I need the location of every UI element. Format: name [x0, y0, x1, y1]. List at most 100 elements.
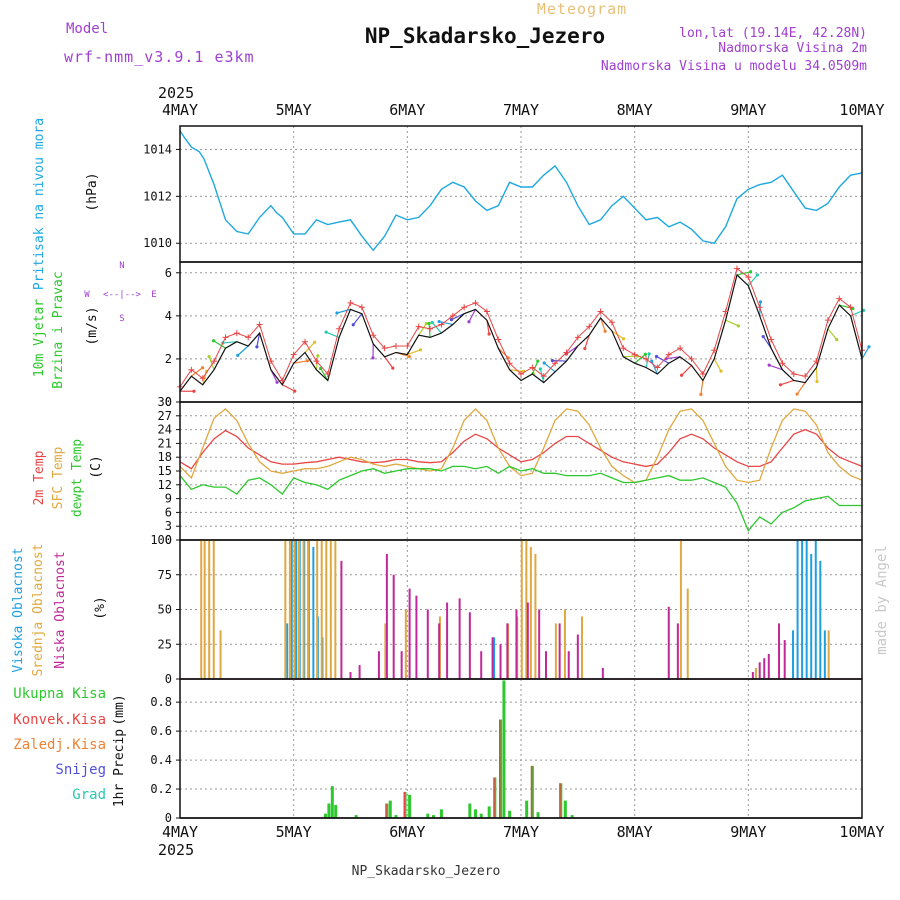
wind-arrow-head: [778, 383, 783, 387]
wind-arrow-head: [755, 273, 759, 277]
temp-line-temp2m: [179, 428, 863, 470]
wind-unit: (m/s): [85, 306, 100, 345]
low-cloud-title: Niska Oblacnost: [53, 551, 68, 668]
temperature-ytick-label: 3: [165, 519, 172, 533]
precip-bar-conv_precip: [530, 765, 533, 818]
wind-gust-marker: [677, 345, 684, 352]
footer-station: NP_Skadarsko_Jezero: [352, 864, 501, 879]
legend-total-precip: Ukupna Kisa: [13, 686, 106, 702]
wind-gust-marker: [518, 371, 524, 377]
day-label-bottom-3: 7MAY: [503, 823, 539, 841]
wind-arrow-head: [437, 319, 441, 324]
wind-arrow-head: [815, 379, 819, 384]
altitude-label: Nadmorska Visina 2m: [718, 41, 867, 56]
wind-gust-marker: [381, 345, 388, 352]
wind-arrow: [762, 336, 772, 349]
wind-ytick-label: 2: [165, 352, 172, 366]
wind-arrow: [237, 345, 249, 356]
temperature-ytick-label: 9: [165, 492, 172, 506]
wind-arrow-head: [316, 354, 320, 358]
station-title: NP_Skadarsko_Jezero: [365, 24, 605, 48]
precip-bar-total_precip: [330, 786, 334, 818]
wind-gust-marker: [222, 334, 229, 341]
wind-arrow-head: [211, 339, 216, 343]
wind-gust-marker: [745, 274, 752, 281]
wind-gust-marker: [358, 304, 365, 311]
precip-title: 1hr Precip: [112, 729, 127, 807]
wind-arrow: [584, 335, 590, 349]
precip-bar-total_precip: [388, 800, 392, 818]
wind-arrow: [681, 364, 692, 376]
precip-bar-total_precip: [563, 800, 567, 818]
wind-arrow: [623, 355, 638, 358]
wind-arrow-head: [758, 300, 763, 304]
wind-arrow: [725, 319, 739, 327]
day-label-bottom-0: 4MAY: [162, 823, 198, 841]
wind-arrow: [320, 368, 329, 381]
temperature-ytick-label: 24: [158, 423, 172, 437]
precip-bar-total_precip: [479, 813, 483, 818]
wind-arrow-head: [536, 359, 540, 363]
wind-compass: N S W E <--|-->: [84, 261, 156, 324]
wind-arrow-head: [654, 354, 659, 359]
day-label-bottom-6: 10MAY: [839, 823, 884, 841]
precip-ytick-label: 0: [165, 811, 172, 825]
wind-gust-marker: [529, 364, 536, 371]
precip-bar-total_precip: [525, 800, 529, 818]
wind-gust-marker: [449, 312, 456, 319]
wind-gust-marker: [733, 265, 740, 272]
wind-arrow: [213, 340, 226, 349]
precip-bar-total_precip: [530, 765, 534, 818]
wind-gust-marker: [404, 343, 411, 349]
precip-bar-conv_precip: [493, 777, 495, 818]
wind-arrow: [747, 274, 758, 287]
wind-gust-marker: [313, 358, 320, 365]
wind-arrow-head: [749, 270, 753, 274]
wind-gust-marker: [552, 360, 559, 367]
wind-gust-marker: [302, 338, 309, 345]
year-bottom: 2025: [158, 841, 194, 859]
wind-gust-marker: [438, 321, 445, 328]
wind-speed-line: [179, 273, 863, 392]
wind-arrow: [543, 362, 556, 373]
meteogram-label: Meteogram: [537, 0, 627, 18]
wind-arrow: [861, 346, 870, 360]
clouds-ytick-label: 100: [150, 533, 172, 547]
wind-gust-marker: [427, 325, 434, 332]
wind-arrow: [315, 355, 319, 370]
precip-bar-total_precip: [499, 719, 503, 818]
precip-ytick-label: 0.4: [150, 753, 172, 767]
wind-arrow-head: [293, 389, 297, 393]
wind-arrow: [780, 379, 794, 386]
cloud-unit: (%): [93, 596, 108, 619]
lonlat-label: lon,lat (19.14E, 42.28N): [679, 26, 867, 41]
wind-gust-marker: [847, 304, 854, 311]
precip-bar-total_precip: [408, 794, 412, 818]
precip-bar-total_precip: [385, 803, 389, 818]
precip-ytick-label: 0.2: [150, 782, 172, 796]
day-label-top-1: 5MAY: [276, 101, 312, 119]
wind-ytick-label: 6: [165, 266, 172, 280]
day-label-top-2: 6MAY: [389, 101, 425, 119]
wind-gust-marker: [199, 375, 206, 382]
sfc-temp-title: SFC Temp: [51, 447, 66, 510]
wind-arrow-head: [542, 361, 546, 365]
wind-arrow: [256, 332, 261, 347]
wind-arrow: [222, 341, 237, 344]
wind-arrow-head: [318, 366, 323, 371]
wind-arrow-head: [207, 355, 211, 359]
wind-arrow-head: [680, 373, 684, 377]
wind-gust-marker: [415, 323, 422, 330]
wind-arrow-head: [647, 352, 651, 356]
wind-arrow-head: [427, 321, 431, 326]
wind-gust-marker: [813, 358, 820, 365]
precip-bar-total_precip: [487, 806, 491, 818]
pressure-ytick-label: 1014: [143, 142, 172, 156]
wind-gust-marker: [665, 351, 672, 358]
wind-arrow-head: [719, 369, 723, 373]
wind-arrow-head: [430, 320, 434, 325]
precip-bar-conv_precip: [498, 719, 501, 818]
wind-arrow: [418, 323, 427, 336]
wind-gust-marker: [824, 317, 831, 324]
wind-arrow: [769, 364, 783, 371]
